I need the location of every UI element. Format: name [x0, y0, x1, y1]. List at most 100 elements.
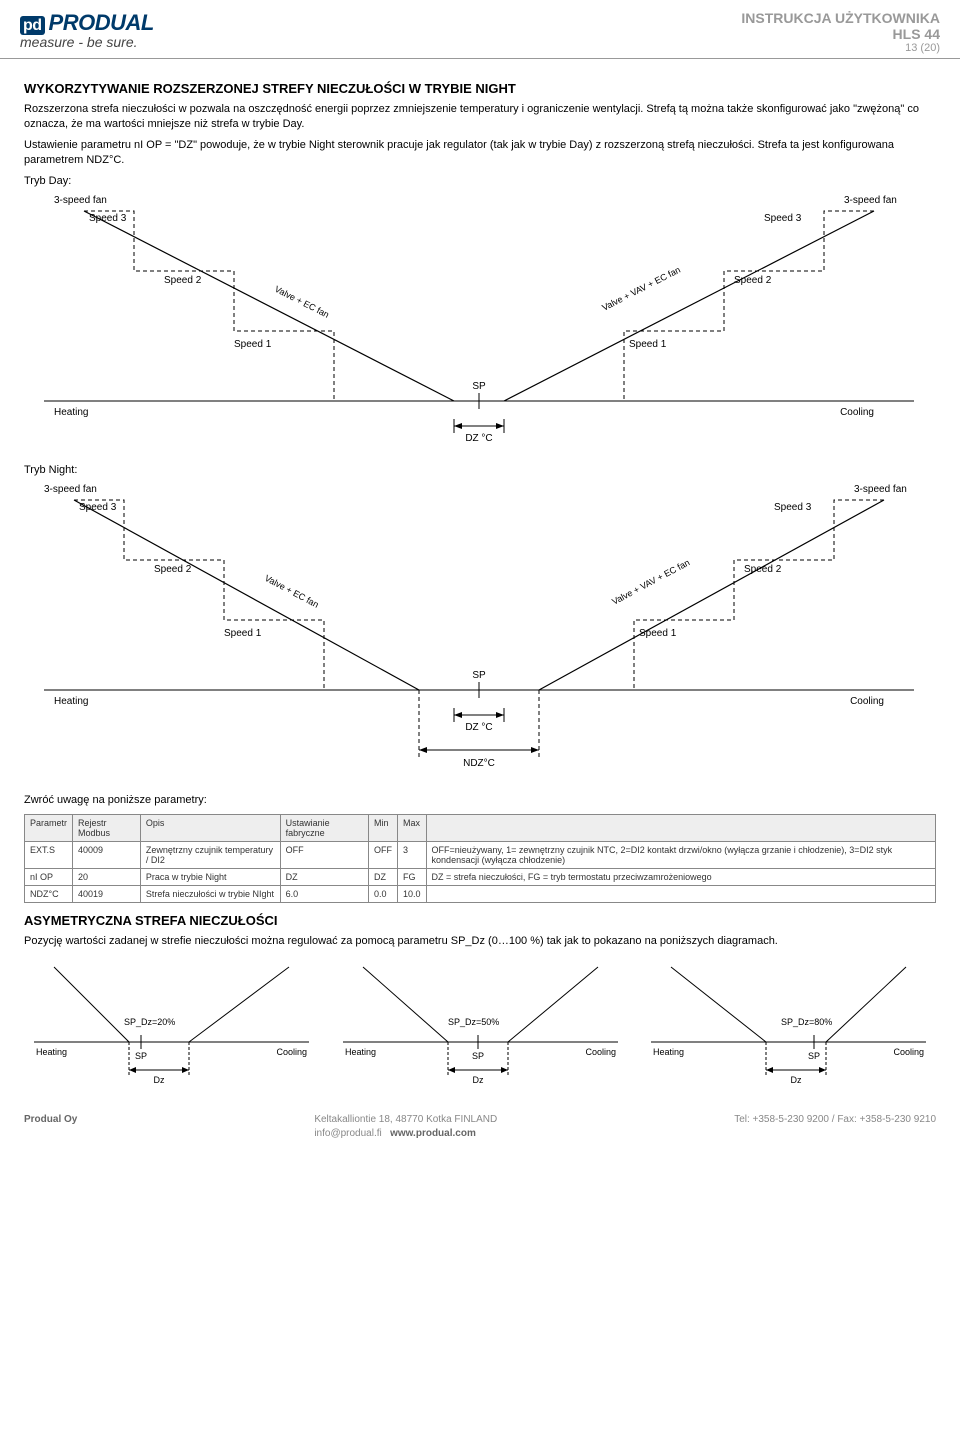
label-tryb-night: Tryb Night: — [24, 464, 936, 476]
label-tryb-day: Tryb Day: — [24, 175, 936, 187]
table-header: Rejestr Modbus — [73, 815, 141, 842]
svg-text:Dz: Dz — [791, 1075, 802, 1085]
table-cell: Strefa nieczułości w trybie NIght — [140, 886, 280, 903]
doc-title: INSTRUKCJA UŻYTKOWNIKA — [741, 10, 940, 26]
table-cell: 0.0 — [369, 886, 398, 903]
mini-80: SP Dz SP_Dz=80% Heating Cooling — [641, 957, 936, 1087]
table-header: Max — [398, 815, 427, 842]
svg-text:Dz: Dz — [472, 1075, 483, 1085]
table-cell: 6.0 — [280, 886, 368, 903]
l-speed2: Speed 2 — [164, 275, 202, 286]
table-cell: 40019 — [73, 886, 141, 903]
svg-text:Heating: Heating — [54, 696, 88, 707]
svg-text:Speed 1: Speed 1 — [639, 628, 677, 639]
footer-company: Produal Oy — [24, 1114, 77, 1125]
table-header: Opis — [140, 815, 280, 842]
footer-addr1: Keltakalliontie 18, 48770 Kotka FINLAND — [314, 1114, 497, 1125]
parameter-table: ParametrRejestr ModbusOpisUstawianie fab… — [24, 814, 936, 903]
dz-label: DZ °C — [465, 433, 492, 444]
footer-addr2: info@produal.fi — [314, 1128, 381, 1139]
svg-text:Cooling: Cooling — [276, 1047, 307, 1057]
sp-label-n: SP — [472, 670, 486, 681]
mini-diagrams: SP Dz SP_Dz=20% Heating Cooling SP Dz SP… — [24, 957, 936, 1087]
page-content: WYKORZYTYWANIE ROZSZERZONEJ STREFY NIECZ… — [0, 59, 960, 1097]
table-cell: nI OP — [25, 869, 73, 886]
svg-text:Heating: Heating — [345, 1047, 376, 1057]
table-cell: 10.0 — [398, 886, 427, 903]
section-title-2: ASYMETRYCZNA STREFA NIECZUŁOŚCI — [24, 913, 936, 928]
page-header: pdPRODUAL measure - be sure. INSTRUKCJA … — [0, 0, 960, 59]
cooling-label: Cooling — [840, 407, 874, 418]
logo-text: PRODUAL — [49, 10, 154, 35]
table-cell: OFF — [369, 842, 398, 869]
svg-text:Cooling: Cooling — [893, 1047, 924, 1057]
heating-label: Heating — [54, 407, 88, 418]
table-cell: OFF — [280, 842, 368, 869]
doc-model: HLS 44 — [741, 26, 940, 42]
logo-block: pdPRODUAL measure - be sure. — [20, 10, 154, 50]
table-row: EXT.S40009Zewnętrzny czujnik temperatury… — [25, 842, 936, 869]
ndz-label: NDZ°C — [463, 758, 495, 769]
table-cell: DZ — [369, 869, 398, 886]
day-diagram-svg: SP DZ °C 3-speed fan Speed 3 Speed 2 Spe… — [24, 191, 934, 451]
l-speed3: Speed 3 — [89, 213, 127, 224]
table-cell: DZ = strefa nieczułości, FG = tryb termo… — [426, 869, 935, 886]
table-cell: Zewnętrzny czujnik temperatury / DI2 — [140, 842, 280, 869]
params-intro: Zwróć uwagę na poniższe parametry: — [24, 793, 936, 808]
page-footer: Produal Oy Keltakalliontie 18, 48770 Kot… — [0, 1097, 960, 1161]
table-row: nI OP20Praca w trybie NightDZDZFGDZ = st… — [25, 869, 936, 886]
section2-paragraph: Pozycję wartości zadanej w strefie niecz… — [24, 934, 936, 949]
footer-tel: Tel: +358-5-230 9200 / Fax: +358-5-230 9… — [734, 1114, 936, 1125]
table-header: Ustawianie fabryczne — [280, 815, 368, 842]
svg-text:Speed 1: Speed 1 — [224, 628, 262, 639]
svg-text:Speed 3: Speed 3 — [79, 502, 117, 513]
table-cell: 40009 — [73, 842, 141, 869]
table-cell: FG — [398, 869, 427, 886]
svg-text:SP_Dz=50%: SP_Dz=50% — [448, 1017, 499, 1027]
table-header: Parametr — [25, 815, 73, 842]
intro-paragraph-1: Rozszerzona strefa nieczułości w pozwala… — [24, 102, 936, 132]
svg-text:Speed 2: Speed 2 — [154, 564, 192, 575]
table-cell: 20 — [73, 869, 141, 886]
svg-text:Dz: Dz — [154, 1075, 165, 1085]
doc-meta: INSTRUKCJA UŻYTKOWNIKA HLS 44 13 (20) — [741, 10, 940, 54]
mini-50: SP Dz SP_Dz=50% Heating Cooling — [333, 957, 628, 1087]
r-speed3: Speed 3 — [764, 213, 802, 224]
table-header — [426, 815, 935, 842]
svg-text:SP_Dz=80%: SP_Dz=80% — [781, 1017, 832, 1027]
svg-text:Heating: Heating — [36, 1047, 67, 1057]
brand-logo: pdPRODUAL — [20, 10, 154, 36]
svg-text:Cooling: Cooling — [585, 1047, 616, 1057]
r-speed1: Speed 1 — [629, 339, 667, 350]
dz-label-n: DZ °C — [465, 722, 492, 733]
intro-paragraph-2: Ustawienie parametru nI OP = "DZ" powodu… — [24, 138, 936, 168]
svg-text:Heating: Heating — [653, 1047, 684, 1057]
footer-right: Tel: +358-5-230 9200 / Fax: +358-5-230 9… — [734, 1113, 936, 1141]
svg-text:SP: SP — [471, 1051, 483, 1061]
svg-text:Valve + VAV + EC fan: Valve + VAV + EC fan — [610, 558, 691, 607]
table-row: NDZ°C40019Strefa nieczułości w trybie NI… — [25, 886, 936, 903]
logo-pd: pd — [20, 16, 45, 35]
svg-text:Cooling: Cooling — [850, 696, 884, 707]
table-cell — [426, 886, 935, 903]
logo-tagline: measure - be sure. — [20, 34, 154, 50]
svg-text:Valve + EC fan: Valve + EC fan — [263, 573, 320, 610]
svg-text:SP: SP — [135, 1051, 147, 1061]
svg-text:SP: SP — [808, 1051, 820, 1061]
footer-addr3: www.produal.com — [390, 1128, 476, 1139]
table-cell: DZ — [280, 869, 368, 886]
mini-20: SP Dz SP_Dz=20% Heating Cooling — [24, 957, 319, 1087]
table-cell: NDZ°C — [25, 886, 73, 903]
table-cell: EXT.S — [25, 842, 73, 869]
svg-text:Speed 2: Speed 2 — [744, 564, 782, 575]
diagram-day: SP DZ °C 3-speed fan Speed 3 Speed 2 Spe… — [24, 191, 936, 456]
table-cell: 3 — [398, 842, 427, 869]
valve-ec-left: Valve + EC fan — [273, 284, 331, 320]
footer-middle: Keltakalliontie 18, 48770 Kotka FINLAND … — [314, 1113, 497, 1141]
svg-text:3-speed fan: 3-speed fan — [44, 484, 97, 495]
valve-vav-right: Valve + VAV + EC fan — [600, 265, 682, 313]
r-speed2: Speed 2 — [734, 275, 772, 286]
section-title-1: WYKORZYTYWANIE ROZSZERZONEJ STREFY NIECZ… — [24, 81, 936, 96]
svg-text:Speed 3: Speed 3 — [774, 502, 812, 513]
svg-text:3-speed fan: 3-speed fan — [854, 484, 907, 495]
